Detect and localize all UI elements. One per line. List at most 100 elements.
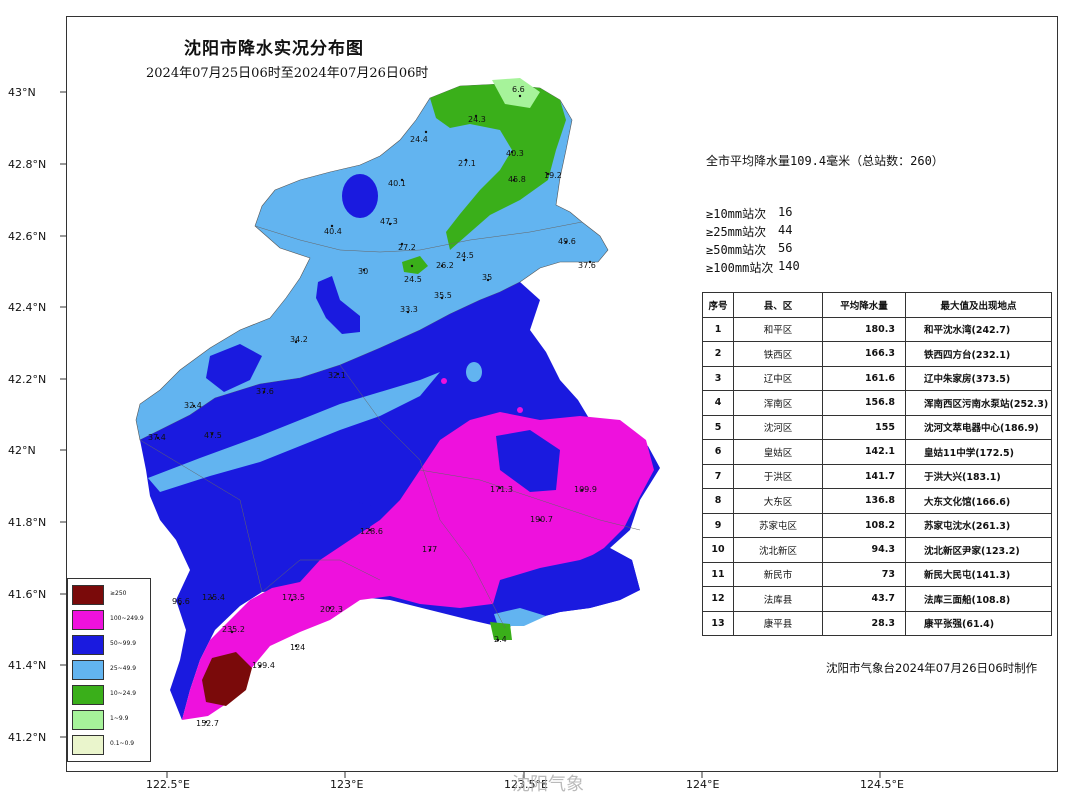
legend-swatch (72, 635, 104, 655)
table-row: 4 浑南区 156.8 浑南西区污南水泵站(252.3) (702, 390, 1052, 416)
legend-swatch (72, 660, 104, 680)
station-value: 27.1 (458, 159, 476, 168)
station-value: 124 (290, 643, 305, 652)
threshold-value: 16 (778, 205, 793, 219)
table-cell-no: 13 (702, 610, 734, 636)
legend-label: 10~24.9 (110, 690, 137, 697)
table-cell-max: 康平张强(61.4) (905, 610, 1052, 636)
table-cell-district: 法库县 (733, 586, 823, 612)
table-cell-max: 于洪大兴(183.1) (905, 463, 1052, 489)
lat-label: 42.8°N (8, 158, 47, 171)
table-row: 12 法库县 43.7 法库三面船(108.8) (702, 586, 1052, 612)
table-row: 7 于洪区 141.7 于洪大兴(183.1) (702, 463, 1052, 489)
zone-1-9 (492, 78, 540, 108)
table-cell-district: 沈北新区 (733, 537, 823, 563)
threshold-label: ≥100mm站次 (706, 261, 774, 275)
station-value: 47.5 (204, 431, 222, 440)
threshold-row: ≥25mm站次 44 (706, 223, 792, 240)
table-cell-district: 大东区 (733, 488, 823, 514)
zone-50-99-d (496, 430, 560, 492)
legend-label: 0.1~0.9 (110, 740, 135, 747)
table-row: 8 大东区 136.8 大东文化馆(166.6) (702, 488, 1052, 514)
table-header-row: 序号 县、区 平均降水量 最大值及出现地点 (702, 292, 1052, 318)
legend-swatch (72, 685, 104, 705)
lon-label: 123°E (330, 778, 364, 791)
legend-label: 100~249.9 (110, 615, 144, 622)
station-value: 24.5 (404, 275, 422, 284)
threshold-value: 140 (778, 259, 800, 273)
column-header: 最大值及出现地点 (905, 292, 1052, 318)
station-value: 109.9 (574, 485, 597, 494)
threshold-value: 44 (778, 223, 793, 237)
column-header: 县、区 (733, 292, 823, 318)
table-cell-district: 铁西区 (733, 341, 823, 367)
station-value: 35.5 (434, 291, 452, 300)
zone-50-99-f (342, 174, 378, 218)
legend-swatch (72, 585, 104, 605)
legend-swatch (72, 735, 104, 755)
station-value: 173.5 (282, 593, 305, 602)
legend-item: 50~99.9 (72, 635, 148, 655)
threshold-row: ≥100mm站次 140 (706, 259, 800, 276)
station-value: 27.2 (398, 243, 416, 252)
table-cell-max: 辽中朱家房(373.5) (905, 365, 1052, 391)
column-header: 平均降水量 (822, 292, 906, 318)
table-cell-no: 2 (702, 341, 734, 367)
station-value: 49.6 (558, 237, 576, 246)
map-subtitle: 2024年07月25日06时至2024年07月26日06时 (146, 66, 429, 81)
district-ranking-table: 序号 县、区 平均降水量 最大值及出现地点 1 和平区 180.3 和平沈水湾(242… (702, 292, 1052, 636)
threshold-row: ≥50mm站次 56 (706, 241, 792, 258)
threshold-value: 56 (778, 241, 793, 255)
table-cell-max: 苏家屯沈水(261.3) (905, 512, 1052, 538)
table-cell-avg: 161.6 (822, 365, 906, 391)
table-cell-avg: 155 (822, 414, 906, 440)
lon-label: 124°E (686, 778, 720, 791)
lat-label: 41.2°N (8, 731, 47, 744)
table-cell-avg: 94.3 (822, 537, 906, 563)
lat-label: 42.4°N (8, 301, 47, 314)
zone-25-49-d (466, 362, 482, 382)
station-labels: 6.6 24.4 24.3 40.3 27.1 45.8 40.1 19.2 4… (148, 85, 597, 728)
table-cell-district: 康平县 (733, 610, 823, 636)
table-cell-district: 和平区 (733, 316, 823, 342)
station-value: 45.8 (508, 175, 526, 184)
table-cell-district: 沈河区 (733, 414, 823, 440)
table-cell-no: 3 (702, 365, 734, 391)
station-value: 40.1 (388, 179, 406, 188)
table-row: 2 铁西区 166.3 铁西四方台(232.1) (702, 341, 1052, 367)
station-value: 128.6 (360, 527, 383, 536)
table-cell-max: 新民大民屯(141.3) (905, 561, 1052, 587)
legend-label: ≥250 (110, 590, 127, 597)
lon-label: 124.5°E (860, 778, 904, 791)
table-cell-no: 4 (702, 390, 734, 416)
table-cell-district: 苏家屯区 (733, 512, 823, 538)
table-cell-avg: 108.2 (822, 512, 906, 538)
table-row: 3 辽中区 161.6 辽中朱家房(373.5) (702, 365, 1052, 391)
table-cell-avg: 136.8 (822, 488, 906, 514)
station-value: 199.4 (252, 661, 275, 670)
lon-label: 122.5°E (146, 778, 190, 791)
station-value: 96.6 (172, 597, 190, 606)
station-value: 24.3 (468, 115, 486, 124)
zone-250-plus (202, 652, 252, 706)
table-cell-max: 皇姑11中学(172.5) (905, 439, 1052, 465)
station-value: 19.2 (544, 171, 562, 180)
zone-10-24-b (402, 256, 428, 274)
station-value: 47.3 (380, 217, 398, 226)
table-cell-no: 11 (702, 561, 734, 587)
station-value: 40.4 (324, 227, 342, 236)
table-cell-max: 法库三面船(108.8) (905, 586, 1052, 612)
station-value: 6.6 (512, 85, 525, 94)
lat-label: 42.6°N (8, 230, 47, 243)
threshold-label: ≥25mm站次 (706, 225, 767, 239)
table-cell-avg: 180.3 (822, 316, 906, 342)
zone-50-99-c (330, 500, 372, 534)
station-value: 33.3 (400, 305, 418, 314)
table-cell-district: 皇姑区 (733, 439, 823, 465)
table-cell-avg: 43.7 (822, 586, 906, 612)
legend-item: 25~49.9 (72, 660, 148, 680)
station-value: 35 (482, 273, 492, 282)
station-value: 152.7 (196, 719, 219, 728)
station-value: 235.2 (222, 625, 245, 634)
